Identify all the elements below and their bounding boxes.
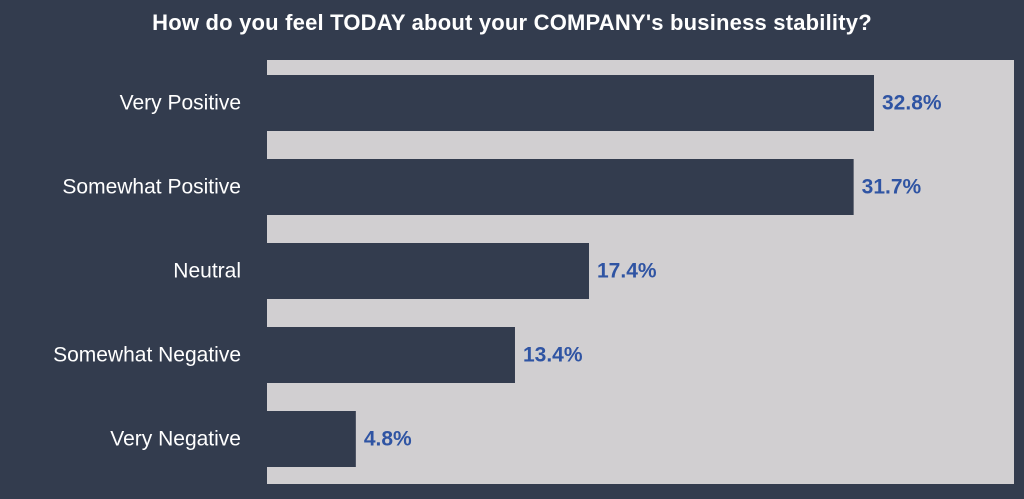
- category-label: Somewhat Positive: [62, 176, 241, 199]
- bar-very-negative: [267, 411, 356, 467]
- value-label: 31.7%: [862, 176, 922, 199]
- category-label: Somewhat Negative: [53, 344, 241, 367]
- bar-very-positive: [267, 75, 874, 131]
- value-label: 32.8%: [882, 92, 942, 115]
- bar-neutral: [267, 243, 590, 299]
- bar-somewhat-positive: [267, 159, 854, 215]
- category-label: Very Positive: [120, 92, 241, 115]
- value-label: 17.4%: [597, 260, 657, 283]
- chart-title: How do you feel TODAY about your COMPANY…: [152, 10, 872, 35]
- category-label: Neutral: [173, 260, 241, 283]
- category-label: Very Negative: [110, 428, 241, 451]
- value-label: 13.4%: [523, 344, 583, 367]
- value-label: 4.8%: [364, 428, 412, 451]
- bar-somewhat-negative: [267, 327, 515, 383]
